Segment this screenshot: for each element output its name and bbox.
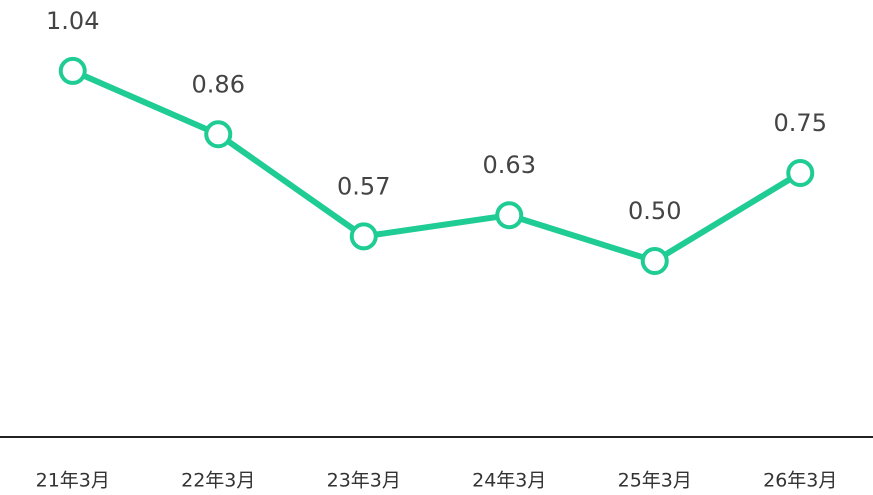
value-label: 1.04 — [46, 7, 99, 35]
value-label: 0.63 — [483, 151, 536, 179]
marker — [58, 56, 87, 85]
marker — [495, 201, 524, 230]
x-tick-label: 25年3月 — [618, 470, 692, 492]
marker — [786, 159, 815, 187]
value-label: 0.57 — [337, 172, 390, 200]
marker — [204, 120, 233, 149]
value-label: 0.75 — [774, 109, 827, 137]
marker — [349, 222, 378, 251]
x-tick-label: 22年3月 — [181, 470, 255, 492]
value-label: 0.50 — [628, 197, 681, 225]
x-tick-label: 26年3月 — [763, 470, 837, 492]
line — [71, 68, 802, 264]
value-label: 0.86 — [192, 70, 245, 98]
marker — [640, 247, 669, 275]
x-tick-label: 21年3月 — [36, 470, 110, 492]
x-tick-label: 23年3月 — [327, 470, 401, 492]
x-tick-label: 24年3月 — [472, 470, 546, 492]
